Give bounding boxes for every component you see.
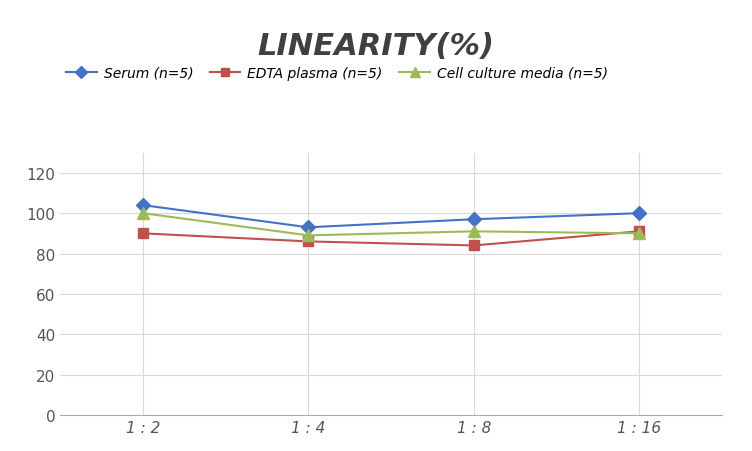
Serum (n=5): [138, 203, 147, 208]
Serum (n=5): [635, 211, 644, 216]
EDTA plasma (n=5): [304, 239, 313, 244]
Cell culture media (n=5): [469, 229, 478, 235]
EDTA plasma (n=5): [138, 231, 147, 236]
Cell culture media (n=5): [635, 231, 644, 236]
Cell culture media (n=5): [304, 233, 313, 239]
Line: Serum (n=5): Serum (n=5): [138, 201, 644, 233]
Text: LINEARITY(%): LINEARITY(%): [257, 32, 495, 60]
Line: Cell culture media (n=5): Cell culture media (n=5): [138, 208, 644, 241]
EDTA plasma (n=5): [469, 243, 478, 249]
EDTA plasma (n=5): [635, 229, 644, 235]
Line: EDTA plasma (n=5): EDTA plasma (n=5): [138, 227, 644, 251]
Cell culture media (n=5): [138, 211, 147, 216]
Serum (n=5): [304, 225, 313, 230]
Serum (n=5): [469, 217, 478, 222]
Legend: Serum (n=5), EDTA plasma (n=5), Cell culture media (n=5): Serum (n=5), EDTA plasma (n=5), Cell cul…: [60, 61, 614, 86]
